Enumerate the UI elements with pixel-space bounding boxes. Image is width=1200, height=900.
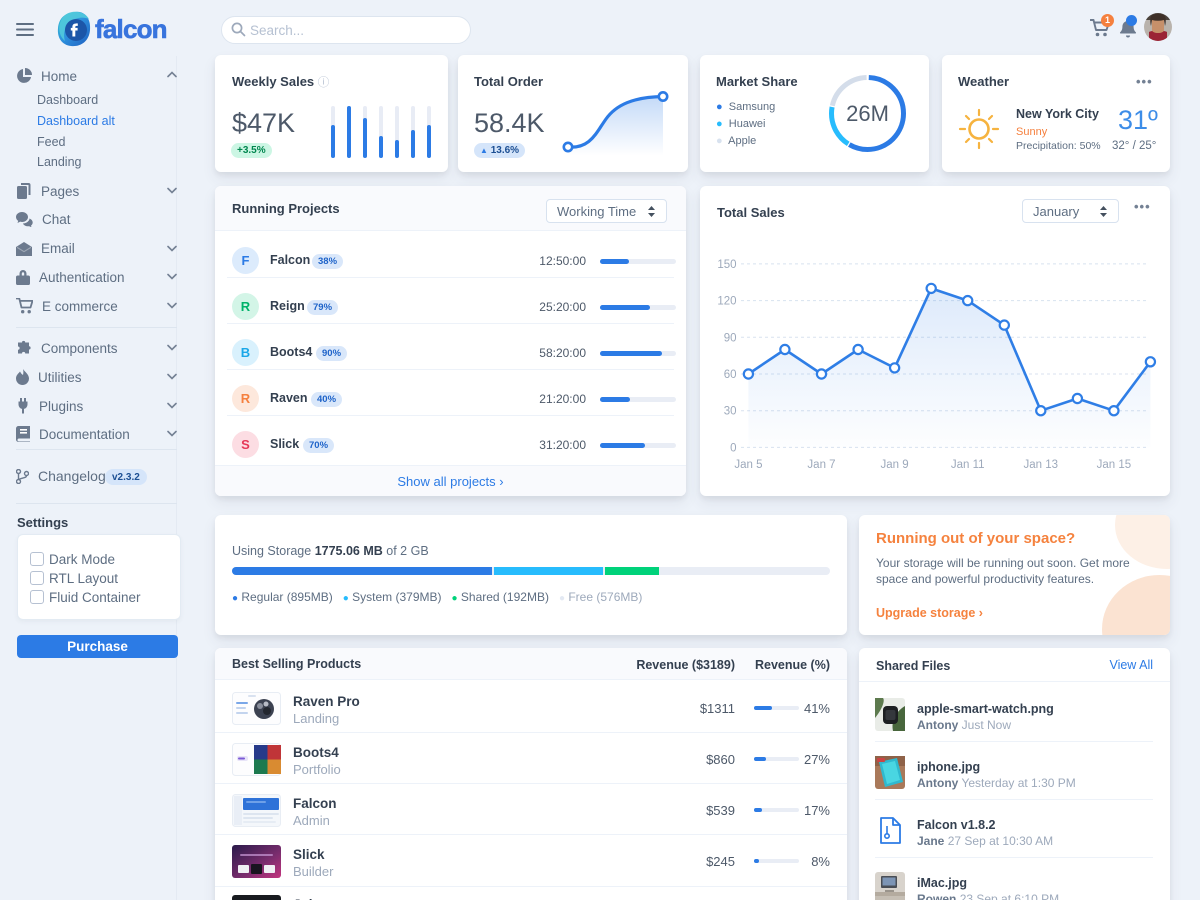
svg-text:Jan 7: Jan 7 — [807, 459, 835, 471]
svg-text:Jan 5: Jan 5 — [734, 459, 762, 471]
svg-text:0: 0 — [730, 442, 736, 454]
svg-text:90: 90 — [724, 332, 737, 344]
svg-text:Jan 9: Jan 9 — [881, 459, 909, 471]
svg-text:Jan 11: Jan 11 — [951, 459, 985, 471]
svg-text:60: 60 — [724, 369, 737, 381]
svg-text:30: 30 — [724, 406, 737, 418]
svg-text:Jan 15: Jan 15 — [1097, 459, 1132, 471]
svg-text:Jan 13: Jan 13 — [1024, 459, 1059, 471]
svg-text:120: 120 — [717, 296, 736, 308]
svg-text:150: 150 — [717, 259, 736, 271]
